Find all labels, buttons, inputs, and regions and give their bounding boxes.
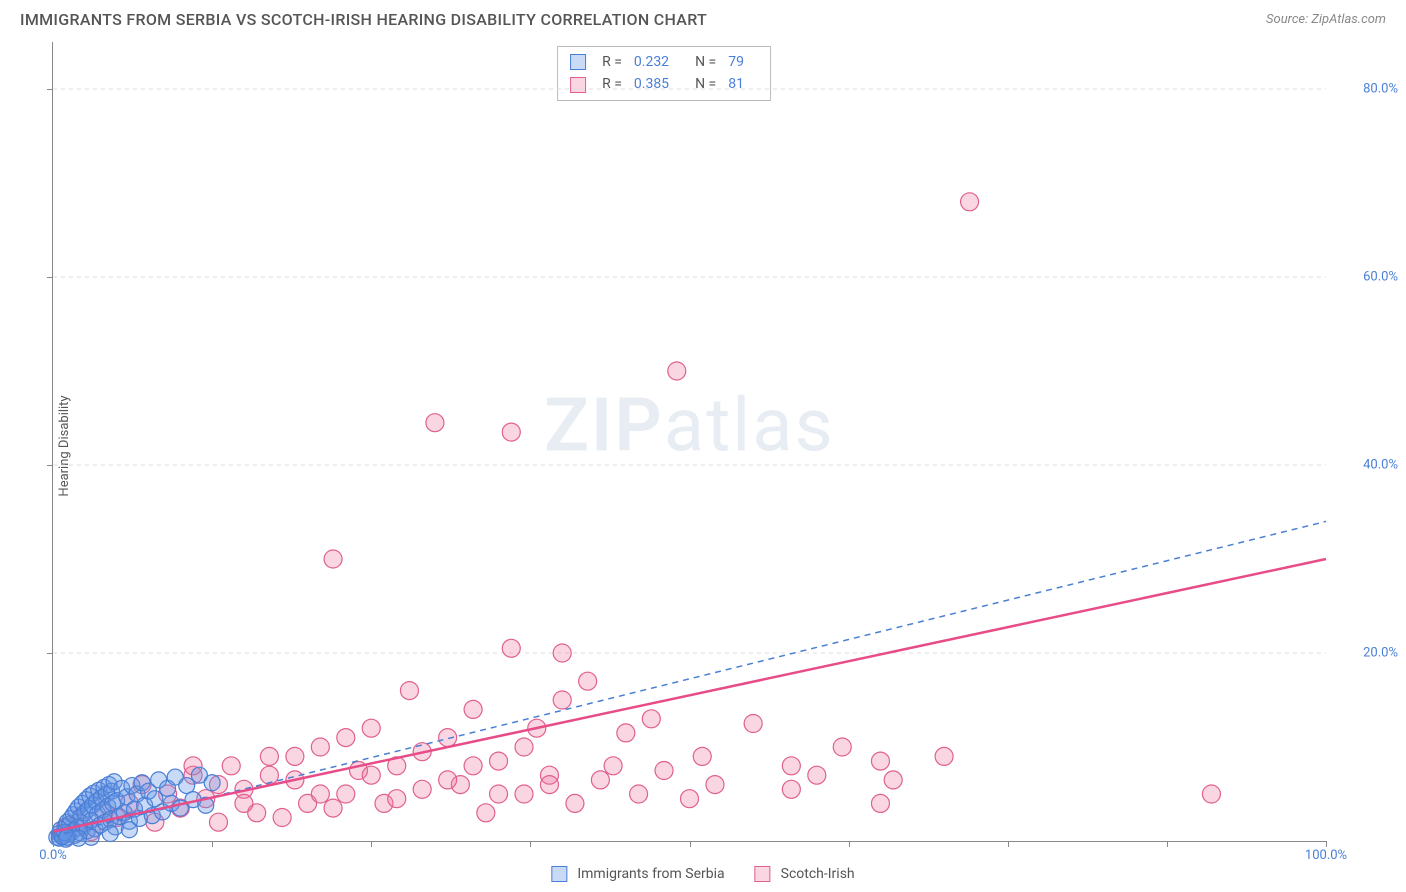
chart-title: IMMIGRANTS FROM SERBIA VS SCOTCH-IRISH H… [20,10,707,29]
x-tick-label: 100.0% [1305,848,1347,863]
bottom-legend: Immigrants from Serbia Scotch-Irish [551,866,854,882]
y-tick-label: 80.0% [1363,82,1398,97]
legend-label-pink: Scotch-Irish [781,866,855,882]
chart-header: IMMIGRANTS FROM SERBIA VS SCOTCH-IRISH H… [0,0,1406,35]
y-tick-label: 60.0% [1363,270,1398,285]
scatter-plot-svg [53,42,1326,841]
swatch-pink-icon [755,866,771,882]
legend-item-pink: Scotch-Irish [755,866,855,882]
chart-source: Source: ZipAtlas.com [1266,12,1386,27]
legend-item-blue: Immigrants from Serbia [551,866,724,882]
plot-area: ZIPatlas R = 0.232 N = 79 R = 0.385 N = … [52,42,1326,842]
y-tick-label: 20.0% [1363,646,1398,661]
x-tick-label: 0.0% [39,848,67,863]
y-tick-label: 40.0% [1363,458,1398,473]
legend-label-blue: Immigrants from Serbia [577,866,724,882]
swatch-blue-icon [551,866,567,882]
